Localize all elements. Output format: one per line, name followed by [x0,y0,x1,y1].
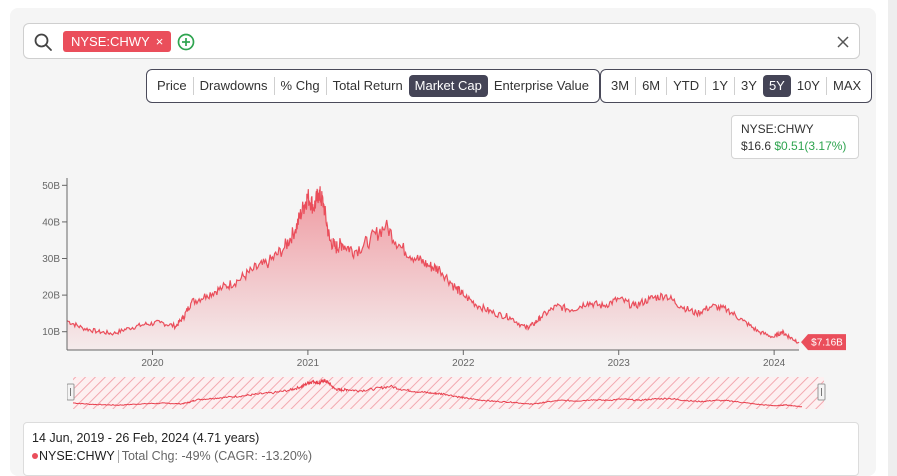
series-dot-icon [32,453,38,459]
x-tick-label: 2024 [763,358,786,369]
tooltip-change: $0.51(3.17%) [774,139,847,153]
tab-price[interactable]: Price [157,78,187,93]
range-tab-group: 3M 6M YTD 1Y 3Y 5Y 10Y MAX [600,69,873,103]
search-icon [34,33,52,51]
navigator-window [73,377,824,409]
x-tick-label: 2022 [452,358,475,369]
tab-total-return[interactable]: Total Return [332,78,403,93]
range-1y[interactable]: 1Y [712,78,729,93]
tab-separator [825,77,827,95]
end-label-box [801,334,846,351]
tab-separator [325,77,327,95]
x-tick-label: 2020 [141,358,164,369]
range-6m[interactable]: 6M [642,78,661,93]
metric-tab-group: Price Drawdowns % Chg Total Return Market Ca… [146,69,601,103]
y-tick-label: 20B [42,291,60,302]
close-icon[interactable] [834,33,852,51]
series-ticker: NYSE:CHWY [39,449,115,463]
tab-separator [635,77,637,95]
y-tick-label: 30B [42,254,60,265]
navigator-line [72,378,803,408]
tab-enterprise-value[interactable]: Enterprise Value [493,78,590,93]
tab-drawdowns[interactable]: Drawdowns [199,78,268,93]
range-navigator[interactable] [67,375,830,411]
tag-remove-icon[interactable]: × [155,34,164,49]
market-cap-chart[interactable]: 10B 20B 30B 40B 50B 2020 2021 2022 2023 2024 $7.16… [25,170,855,370]
range-3y[interactable]: 3Y [741,78,757,93]
ticker-tag-label: NYSE:CHWY [71,34,150,49]
range-10y[interactable]: 10Y [796,78,820,93]
tab-chg[interactable]: % Chg [280,78,320,93]
range-ytd[interactable]: YTD [673,78,700,93]
price-tooltip: NYSE:CHWY $16.6 $0.51(3.17%) [731,115,859,159]
tooltip-ticker: NYSE:CHWY [741,122,814,136]
tooltip-price-row: $16.6 $0.51(3.17%) [741,138,849,155]
y-tick-label: 40B [42,217,60,228]
date-range: 14 Jun, 2019 - 26 Feb, 2024 (4.71 years) [32,431,260,445]
series-line [66,186,800,344]
ticker-tag[interactable]: NYSE:CHWY × [63,31,172,52]
tab-separator [666,77,668,95]
tab-separator [734,77,736,95]
x-tick-label: 2023 [608,358,631,369]
divider [117,449,119,463]
range-3m[interactable]: 3M [611,78,630,93]
tab-market-cap[interactable]: Market Cap [408,75,488,97]
plus-circle-icon[interactable] [176,32,196,52]
search-bar[interactable]: NYSE:CHWY × [23,23,860,59]
range-max[interactable]: MAX [832,78,862,93]
info-panel: 14 Jun, 2019 - 26 Feb, 2024 (4.71 years)… [23,422,859,476]
y-tick-label: 10B [42,327,60,338]
y-tick-label: 50B [42,181,60,192]
tab-separator [273,77,275,95]
tab-separator [705,77,707,95]
tooltip-price: $16.6 [741,139,772,153]
x-tick-label: 2021 [297,358,320,369]
scroll-strip [888,0,897,476]
tab-separator [192,77,194,95]
end-label: $7.16B [811,338,843,349]
series-summary: NYSE:CHWY Total Chg: -49% (CAGR: -13.20%… [32,449,850,463]
total-change: Total Chg: -49% (CAGR: -13.20%) [121,449,313,463]
range-5y[interactable]: 5Y [762,75,791,97]
